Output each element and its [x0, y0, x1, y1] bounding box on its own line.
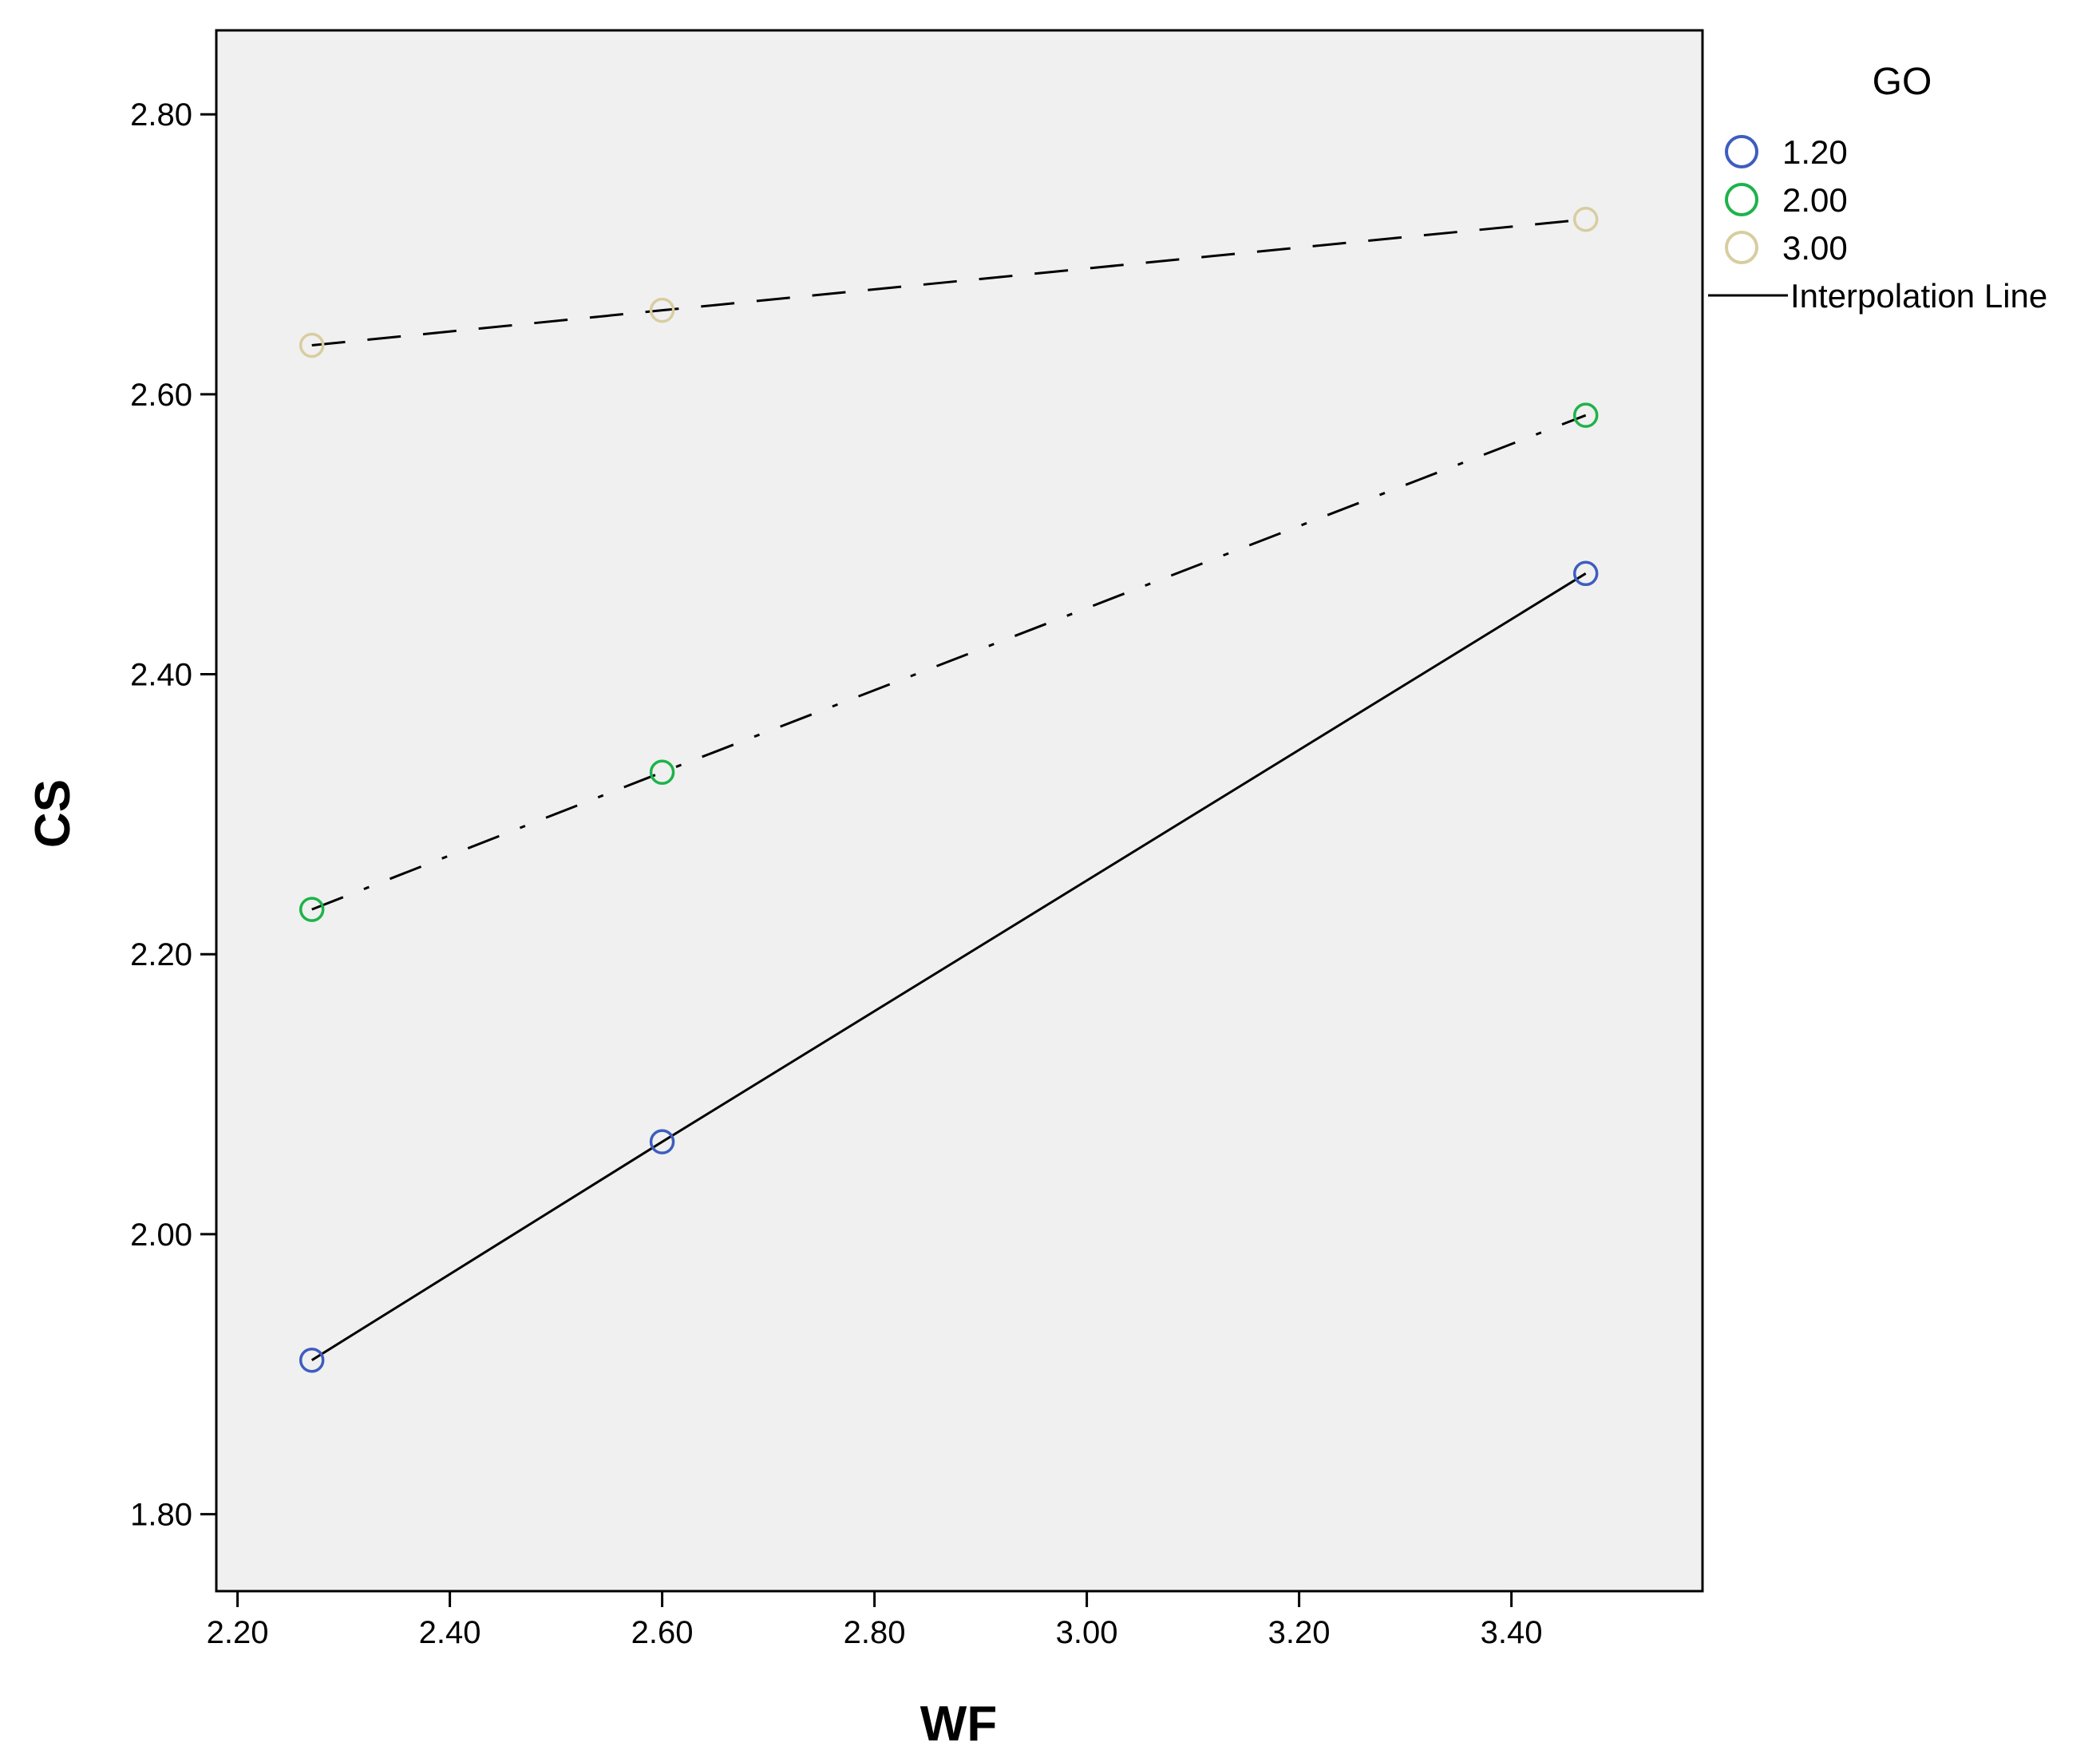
x-tick-label: 3.00 — [1056, 1615, 1118, 1650]
y-tick-label: 1.80 — [130, 1498, 192, 1533]
x-tick-label: 3.40 — [1481, 1615, 1543, 1650]
legend-label-1.20: 1.20 — [1782, 133, 1848, 171]
plot-area — [215, 29, 1704, 1593]
series-line-1.20 — [310, 572, 1587, 1361]
data-point-3.00 — [1572, 206, 1599, 232]
y-tick-label: 2.60 — [130, 378, 192, 413]
data-point-2.00 — [299, 897, 325, 922]
y-axis-ticks: 1.80 2.00 2.20 2.40 2.60 2.80 — [130, 97, 216, 1533]
series-line-2.00 — [311, 414, 1587, 911]
data-point-3.00 — [649, 297, 675, 323]
legend-label-3.00: 3.00 — [1782, 229, 1848, 267]
series-points — [299, 206, 1599, 1373]
series-lines — [310, 218, 1587, 1361]
data-point-2.00 — [649, 759, 675, 786]
x-axis-title: WF — [920, 1697, 997, 1752]
x-tick-label: 2.40 — [419, 1615, 481, 1650]
x-tick-label: 2.60 — [631, 1615, 694, 1650]
legend-title: GO — [1873, 61, 1932, 103]
data-point-1.20 — [649, 1129, 675, 1154]
data-point-1.20 — [1572, 560, 1599, 587]
y-axis-title: CS — [26, 779, 81, 848]
legend-marker-3.00 — [1725, 231, 1758, 264]
legend-items: 1.20 2.00 3.00 — [1725, 133, 1848, 267]
data-point-3.00 — [299, 332, 325, 358]
x-tick-label: 2.80 — [844, 1615, 906, 1650]
y-tick-label: 2.20 — [130, 937, 192, 972]
legend-marker-1.20 — [1725, 135, 1758, 168]
data-point-1.20 — [299, 1347, 325, 1373]
data-point-2.00 — [1572, 402, 1599, 428]
x-axis-ticks: 2.20 2.40 2.60 2.80 3.00 3.20 3.40 — [207, 1591, 1543, 1650]
x-tick-label: 2.20 — [207, 1615, 269, 1650]
legend: GO 1.20 2.00 3.00 Interpolation Line — [1708, 61, 2047, 315]
y-tick-label: 2.40 — [130, 658, 192, 693]
legend-interpolation-line-label: Interpolation Line — [1790, 277, 2047, 315]
series-line-3.00 — [311, 218, 1586, 346]
y-tick-label: 2.80 — [130, 97, 192, 133]
legend-label-2.00: 2.00 — [1782, 181, 1848, 219]
y-tick-label: 2.00 — [130, 1218, 192, 1253]
x-tick-label: 3.20 — [1268, 1615, 1331, 1650]
legend-marker-2.00 — [1725, 183, 1758, 216]
